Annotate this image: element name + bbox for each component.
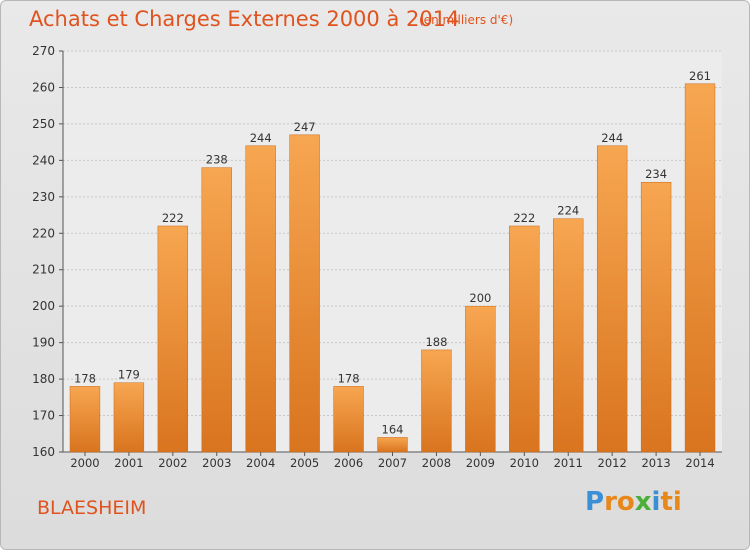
- x-tick-label: 2014: [685, 456, 714, 470]
- bars: [69, 83, 716, 453]
- value-label-2013: 234: [645, 167, 667, 181]
- bar-2013: [640, 181, 672, 453]
- bar-2014: [684, 83, 716, 453]
- bar-2006: [333, 386, 364, 453]
- value-label-2008: 188: [425, 335, 447, 349]
- y-tick-label: 230: [32, 190, 55, 204]
- chart-subtitle: (en milliers d'€): [419, 13, 514, 27]
- chart-title: Achats et Charges Externes 2000 à 2014: [29, 7, 460, 31]
- bar-2012: [596, 145, 628, 453]
- y-tick-label: 240: [32, 153, 55, 167]
- bar-2007: [377, 437, 408, 453]
- x-tick-label: 2011: [554, 456, 583, 470]
- y-tick-label: 200: [32, 299, 55, 313]
- value-label-2001: 179: [118, 368, 140, 382]
- value-label-2009: 200: [469, 291, 491, 305]
- value-label-2000: 178: [74, 371, 96, 385]
- value-label-2007: 164: [382, 422, 404, 436]
- y-tick-label: 160: [32, 445, 55, 459]
- bar-2004: [245, 145, 276, 453]
- x-tick-label: 2008: [422, 456, 451, 470]
- x-tick-label: 2003: [202, 456, 231, 470]
- value-label-2003: 238: [206, 153, 228, 167]
- value-label-2004: 244: [250, 131, 272, 145]
- y-tick-label: 250: [32, 117, 55, 131]
- x-tick-label: 2009: [466, 456, 495, 470]
- x-tick-label: 2006: [334, 456, 363, 470]
- y-tick-label: 190: [32, 336, 55, 350]
- bar-2009: [465, 305, 496, 453]
- y-tick-label: 170: [32, 409, 55, 423]
- axes: 160 170 180 190 200 210 220 230 240 250 260 270 2000…: [32, 44, 722, 470]
- bar-2010: [509, 225, 540, 453]
- x-tick-label: 2002: [158, 456, 187, 470]
- y-tick-label: 220: [32, 226, 55, 240]
- x-tick-label: 2001: [114, 456, 143, 470]
- x-tick-label: 2010: [510, 456, 539, 470]
- x-tick-label: 2012: [598, 456, 627, 470]
- x-tick-label: 2007: [378, 456, 407, 470]
- x-tick-label: 2013: [641, 456, 670, 470]
- bar-2003: [201, 167, 232, 453]
- value-label-2006: 178: [338, 371, 360, 385]
- value-label-2014: 261: [689, 69, 711, 83]
- y-tick-label: 270: [32, 44, 55, 58]
- value-label-2011: 224: [557, 204, 579, 218]
- bar-2000: [69, 386, 101, 453]
- bar-2001: [113, 382, 145, 453]
- x-tick-label: 2005: [290, 456, 319, 470]
- x-tick-label: 2000: [70, 456, 99, 470]
- data-labels: 178 179 222 238 244 247 178 164 188 200 222 224 244 2…: [74, 69, 711, 437]
- bar-2011: [553, 218, 584, 453]
- proxiti-logo: Proxiti: [585, 487, 682, 517]
- y-tick-label: 180: [32, 372, 55, 386]
- value-label-2010: 222: [513, 211, 535, 225]
- bar-2008: [421, 349, 452, 453]
- bar-2002: [157, 225, 189, 453]
- y-tick-label: 260: [32, 80, 55, 94]
- location-label: BLAESHEIM: [37, 497, 147, 519]
- bar-2005: [289, 134, 320, 453]
- value-label-2012: 244: [601, 131, 623, 145]
- y-tick-label: 210: [32, 263, 55, 277]
- x-tick-label: 2004: [246, 456, 275, 470]
- value-label-2002: 222: [162, 211, 184, 225]
- value-label-2005: 247: [294, 120, 316, 134]
